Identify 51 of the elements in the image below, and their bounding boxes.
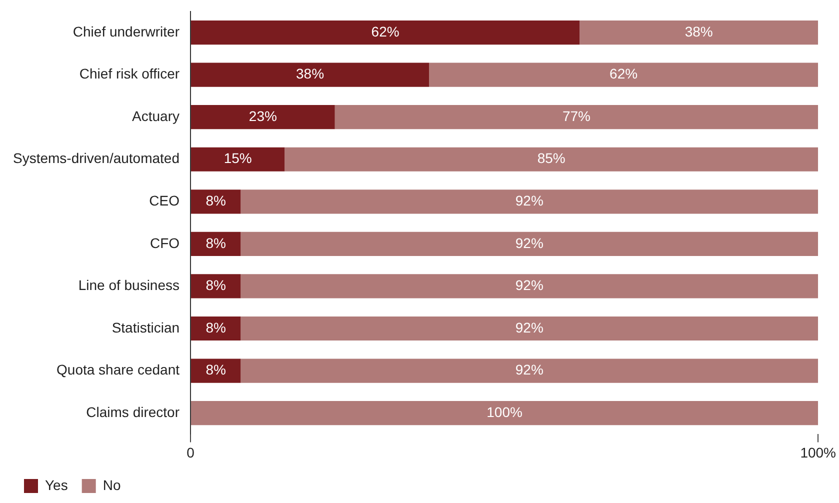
data-label: 38% <box>684 23 713 40</box>
y-tick-label: Line of business <box>78 277 180 294</box>
bar <box>580 20 818 45</box>
bar <box>191 401 818 426</box>
y-tick-label: Systems-driven/automated <box>12 150 180 166</box>
bar <box>240 232 818 256</box>
data-label: 8% <box>206 362 226 378</box>
bar <box>240 316 818 341</box>
bar <box>191 20 580 45</box>
legend-label: No <box>102 476 121 493</box>
bar <box>240 274 818 298</box>
data-label: 92% <box>515 319 544 336</box>
bar <box>191 62 429 87</box>
data-label: 92% <box>515 362 544 378</box>
bar <box>191 358 241 383</box>
data-label: 8% <box>206 277 226 294</box>
bar <box>428 62 818 87</box>
data-label: 38% <box>296 66 324 82</box>
bar <box>191 316 241 341</box>
bar <box>191 105 335 130</box>
y-tick-label: CFO <box>150 234 180 251</box>
data-label: 8% <box>206 234 226 251</box>
bar <box>191 190 241 214</box>
legend-label: Yes <box>45 476 68 493</box>
data-label: 100% <box>486 404 522 420</box>
y-tick-label: Statistician <box>112 319 180 336</box>
data-label: 92% <box>515 234 544 251</box>
y-tick-label: Claims director <box>86 404 180 420</box>
bar <box>191 232 241 256</box>
data-label: 8% <box>206 192 226 209</box>
y-tick-label: Quota share cedant <box>56 362 180 378</box>
bar <box>334 105 818 130</box>
bar <box>240 358 818 383</box>
data-label: 62% <box>610 66 638 82</box>
x-tick-label: 0 <box>186 444 195 460</box>
data-label: 85% <box>537 150 566 166</box>
data-label: 15% <box>224 150 252 166</box>
bar <box>191 147 285 172</box>
bar <box>191 274 241 298</box>
y-tick-label: CEO <box>149 192 180 209</box>
data-label: 92% <box>515 277 544 294</box>
y-tick-label: Actuary <box>132 108 180 124</box>
y-tick-label: Chief risk officer <box>79 66 180 82</box>
data-label: 92% <box>515 192 544 209</box>
data-label: 77% <box>562 108 590 124</box>
bar <box>284 147 818 172</box>
data-label: 8% <box>206 319 226 336</box>
bar <box>240 190 818 214</box>
y-tick-label: Chief underwriter <box>72 23 180 40</box>
data-label: 62% <box>371 23 400 40</box>
data-label: 23% <box>248 108 277 124</box>
